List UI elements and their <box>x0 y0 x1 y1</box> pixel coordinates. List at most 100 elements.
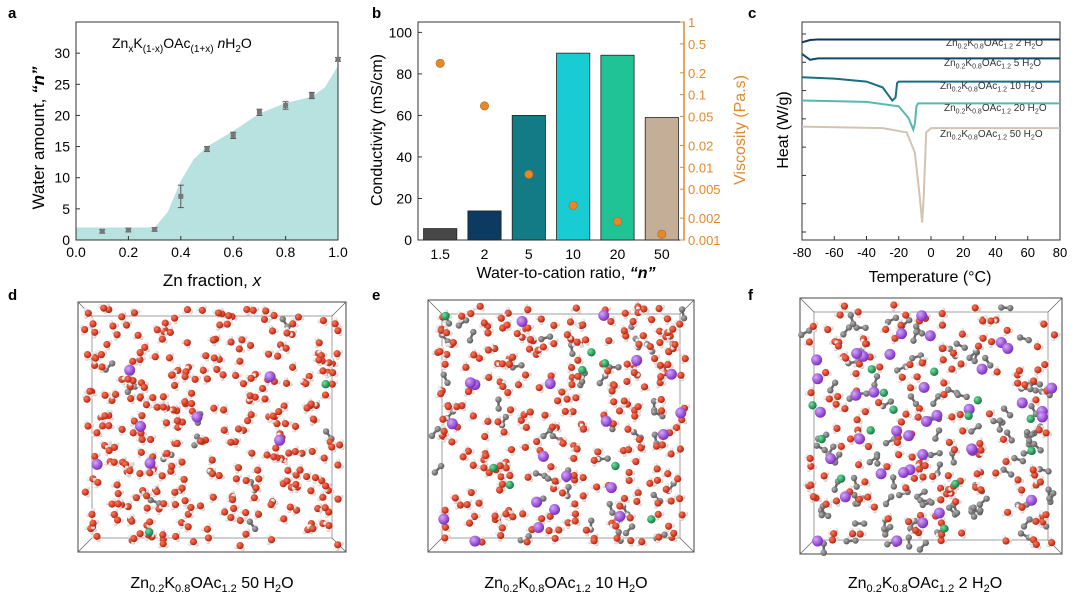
y-tick-label: 10 <box>54 170 70 186</box>
carbon-atom <box>866 459 873 466</box>
oxygen-atom <box>615 407 624 415</box>
carbon-atom <box>1007 304 1014 312</box>
zinc-ion <box>145 527 154 537</box>
oxygen-atom <box>677 371 685 379</box>
oxygen-atom <box>654 510 662 519</box>
carbon-atom <box>615 528 622 536</box>
potassium-ion <box>438 513 450 525</box>
oxygen-atom <box>604 367 612 375</box>
carbon-atom <box>882 439 890 447</box>
oxygen-atom <box>453 403 461 411</box>
oxygen-atom <box>849 530 857 538</box>
potassium-ion <box>675 407 687 419</box>
oxygen-atom <box>113 516 122 524</box>
oxygen-atom <box>181 497 189 505</box>
oxygen-atom <box>265 350 273 358</box>
zinc-ion <box>600 359 610 368</box>
panel-letter-b: b <box>372 5 381 22</box>
oxygen-atom <box>247 411 255 419</box>
oxygen-atom <box>1018 486 1026 494</box>
carbon-atom <box>847 311 854 319</box>
oxygen-atom <box>1002 458 1010 466</box>
oxygen-atom <box>173 439 181 448</box>
oxygen-atom <box>667 450 675 458</box>
carbon-atom <box>1045 468 1052 475</box>
oxygen-atom <box>170 381 179 389</box>
oxygen-atom <box>319 493 327 501</box>
data-point <box>125 227 131 233</box>
carbon-atom <box>950 459 957 466</box>
oxygen-atom <box>286 503 294 511</box>
x-tick-label: -60 <box>825 245 844 260</box>
oxygen-atom <box>334 541 342 549</box>
carbon-atom <box>882 500 890 508</box>
potassium-ion <box>631 354 643 366</box>
oxygen-atom <box>503 321 511 329</box>
oxygen-atom <box>250 494 258 502</box>
oxygen-atom <box>126 467 134 475</box>
oxygen-atom <box>187 503 195 512</box>
oxygen-atom <box>484 346 492 354</box>
oxygen-atom <box>656 327 664 335</box>
carbon-atom <box>987 362 994 369</box>
viscosity-point <box>524 169 534 179</box>
x-tick-label: -40 <box>857 245 876 260</box>
viscosity-point <box>612 216 622 226</box>
carbon-atom <box>894 367 901 374</box>
oxygen-atom <box>464 447 472 455</box>
oxygen-atom <box>524 324 532 332</box>
oxygen-atom <box>171 501 180 509</box>
carbon-atom <box>628 323 635 331</box>
y-tick-label: 30 <box>54 45 70 61</box>
oxygen-atom <box>105 422 113 430</box>
carbon-atom <box>544 475 552 482</box>
carbon-atom <box>428 432 436 440</box>
carbon-atom <box>1000 466 1007 473</box>
oxygen-atom <box>1032 540 1040 549</box>
oxygen-atom <box>837 442 845 450</box>
potassium-ion <box>1016 397 1028 409</box>
oxygen-atom <box>504 388 512 397</box>
carbon-atom <box>971 357 978 365</box>
oxygen-atom <box>267 501 275 509</box>
oxygen-atom <box>113 331 121 339</box>
oxygen-atom <box>227 513 235 522</box>
potassium-ion <box>605 482 617 494</box>
viscosity-point <box>479 101 489 111</box>
oxygen-atom <box>634 489 642 497</box>
oxygen-atom <box>548 423 556 431</box>
oxygen-atom <box>142 492 151 500</box>
oxygen-atom <box>657 373 665 381</box>
oxygen-atom <box>89 519 97 527</box>
oxygen-atom <box>187 399 196 408</box>
oxygen-atom <box>98 363 106 371</box>
oxygen-atom <box>114 500 122 508</box>
oxygen-atom <box>656 361 665 369</box>
right-tick-label: 0.002 <box>688 211 721 226</box>
carbon-atom <box>1011 454 1018 462</box>
carbon-atom <box>831 486 838 493</box>
oxygen-atom <box>856 530 864 538</box>
oxygen-atom <box>840 302 849 310</box>
oxygen-atom <box>623 360 631 368</box>
carbon-atom <box>1045 486 1052 493</box>
carbon-atom <box>873 453 881 461</box>
panel-e-caption: Zn0.2K0.8OAc1.2 10 H2O <box>484 575 647 595</box>
oxygen-atom <box>574 372 582 380</box>
carbon-atom <box>836 451 843 458</box>
oxygen-atom <box>883 463 891 471</box>
oxygen-atom <box>809 322 817 330</box>
zinc-ion <box>647 515 656 524</box>
data-point <box>309 92 315 98</box>
oxygen-atom <box>143 504 151 512</box>
oxygen-atom <box>524 306 532 314</box>
oxygen-atom <box>513 329 521 338</box>
oxygen-atom <box>674 475 682 483</box>
oxygen-atom <box>809 493 818 501</box>
dsc-curve <box>801 38 1060 44</box>
carbon-atom <box>279 315 286 323</box>
carbon-atom <box>821 446 828 454</box>
oxygen-atom <box>100 304 108 312</box>
oxygen-atom <box>159 403 167 411</box>
